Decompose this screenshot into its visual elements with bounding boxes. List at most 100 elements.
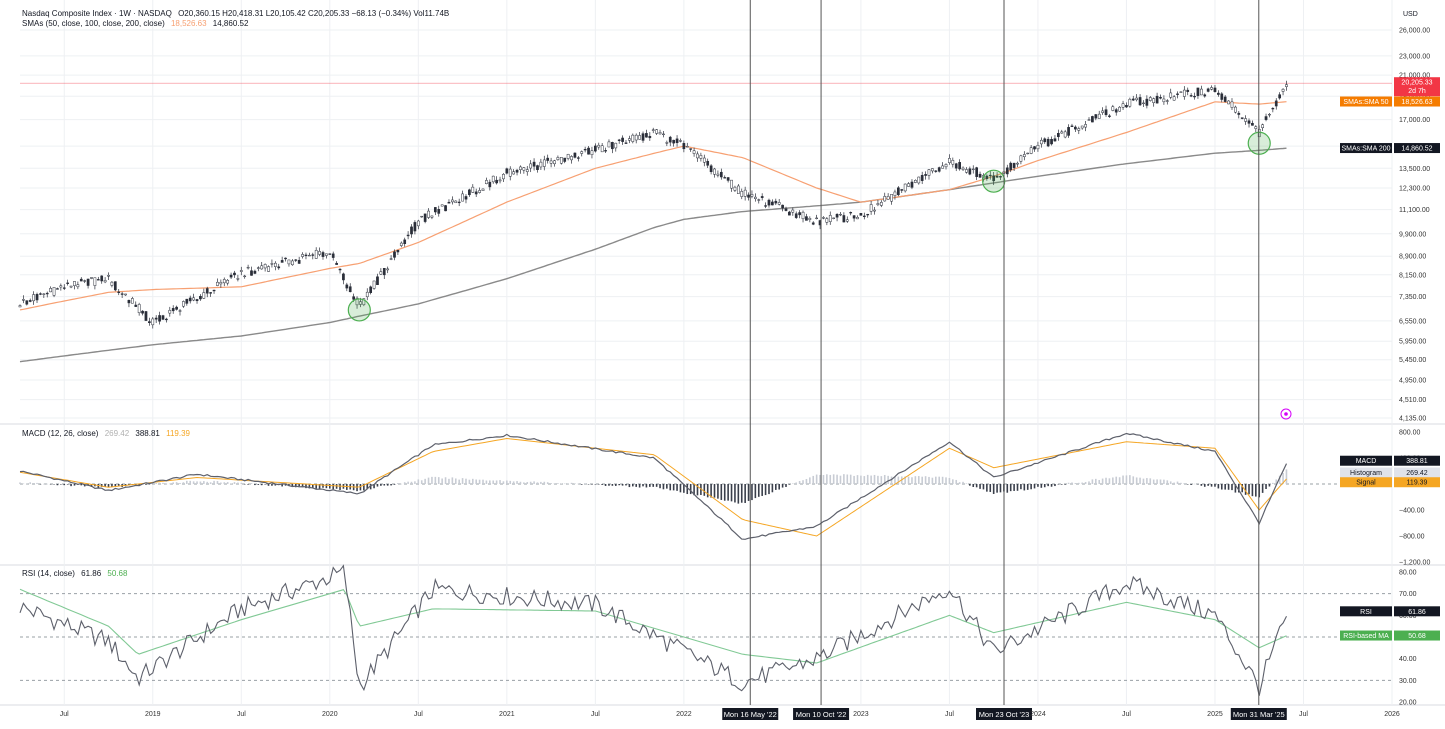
sma200-badge[interactable]: SMAs:SMA 200 14,860.52 <box>1340 143 1440 154</box>
macd-line[interactable] <box>19 432 1288 540</box>
candle-body <box>798 212 801 216</box>
candle-body <box>883 196 887 202</box>
rsi-legend[interactable]: RSI (14, close) 61.86 50.68 <box>22 569 131 578</box>
macd-histogram-bar <box>597 484 600 485</box>
candle <box>736 184 740 194</box>
candle <box>141 310 144 316</box>
candle <box>546 154 550 164</box>
histogram-badge[interactable]: Histogram 269.42 <box>1340 467 1440 478</box>
macd-signal-line[interactable] <box>19 437 1287 537</box>
sma50-line[interactable] <box>19 101 1287 311</box>
price-axis[interactable]: 26,000.0023,000.0021,000.0019,000.0017,0… <box>1340 28 1440 707</box>
candle <box>369 285 373 295</box>
candle-body <box>869 204 873 212</box>
candle-body <box>1138 97 1142 106</box>
candle <box>685 142 689 148</box>
candle <box>287 259 291 267</box>
candle-body <box>86 278 90 286</box>
candle <box>311 252 315 260</box>
macd-histogram-bar <box>625 484 627 486</box>
macd-histogram-bar <box>502 481 505 484</box>
sma50-badge[interactable]: SMAs:SMA 50 18,526.63 <box>1340 96 1440 107</box>
candle-body <box>839 213 842 216</box>
rsi-ma-badge[interactable]: RSI-based MA 50.68 <box>1340 630 1440 641</box>
rsi-ma-line[interactable] <box>19 588 1287 664</box>
rsi-line[interactable] <box>19 564 1287 696</box>
macd-histogram-bar <box>1278 475 1281 484</box>
macd-histogram-bar <box>1285 469 1288 484</box>
candle-body <box>127 299 131 304</box>
candle-body <box>570 156 573 161</box>
candle-body <box>1254 126 1258 129</box>
macd-histogram-bar <box>1231 484 1233 491</box>
rsi-legend-value: 61.86 <box>81 569 102 578</box>
candle <box>645 129 648 138</box>
candle <box>771 199 774 206</box>
candle <box>706 158 710 168</box>
rsi-panel[interactable] <box>19 564 1392 696</box>
candle-body <box>750 194 754 197</box>
macd-histogram-bar <box>107 484 110 487</box>
target-icon-ring <box>1280 408 1292 420</box>
candle-body <box>284 257 287 260</box>
signal-badge[interactable]: Signal 119.39 <box>1340 477 1440 488</box>
candle <box>995 172 999 179</box>
candle <box>130 296 134 304</box>
candle <box>1009 161 1013 173</box>
macd-histogram-bar <box>1050 484 1053 487</box>
rsi-badge[interactable]: RSI 61.86 <box>1340 606 1440 617</box>
candle <box>134 301 138 307</box>
macd-histogram-bar <box>907 476 910 484</box>
candle-body <box>314 250 318 259</box>
candle <box>66 279 70 286</box>
candle-body <box>168 310 172 314</box>
macd-badge[interactable]: MACD 388.81 <box>1340 455 1440 466</box>
candle-body <box>733 186 737 191</box>
candle-body <box>362 298 366 306</box>
macd-legend-label: MACD (12, 26, close) <box>22 429 99 438</box>
candle <box>914 179 917 184</box>
time-tick-label: Jul <box>1299 711 1308 718</box>
price-tick-label: 13,500.00 <box>1399 166 1430 173</box>
macd-histogram-bar <box>168 483 171 485</box>
candle <box>243 274 247 279</box>
macd-histogram-bar <box>509 480 512 484</box>
macd-panel[interactable] <box>19 432 1392 540</box>
candle <box>519 165 522 174</box>
macd-histogram-bar <box>798 481 801 484</box>
macd-histogram-bar <box>1098 479 1101 484</box>
target-icon[interactable] <box>1280 408 1292 420</box>
macd-histogram-bar <box>958 482 961 484</box>
price-panel[interactable] <box>18 80 1392 420</box>
candle-body <box>83 280 87 282</box>
macd-histogram-bar <box>271 484 273 486</box>
time-axis[interactable]: Jul 2019 Jul 2020 Jul 2021 Jul 2022 2023 Jul 2024 J… <box>60 711 1400 718</box>
macd-histogram-bar <box>1105 477 1107 484</box>
sma200-line[interactable] <box>19 147 1287 363</box>
macd-histogram-bar <box>1108 478 1111 484</box>
macd-histogram-bar <box>529 481 532 484</box>
macd-histogram-bar <box>1030 484 1032 490</box>
macd-histogram-bar <box>785 484 787 487</box>
candle-body <box>205 288 209 294</box>
candle <box>365 288 369 301</box>
candle-body <box>1261 124 1264 129</box>
candle-body <box>662 133 665 136</box>
macd-legend[interactable]: MACD (12, 26, close) 269.42 388.81 119.3… <box>22 429 194 438</box>
sma200-badge-value: 14,860.52 <box>1401 146 1432 153</box>
macd-histogram-bar <box>308 484 311 489</box>
candle <box>294 259 298 263</box>
candle-body <box>1009 162 1013 171</box>
candle <box>49 286 52 293</box>
symbol-header[interactable]: Nasdaq Composite Index · 1W · NASDAQ O20… <box>22 9 453 18</box>
sma-legend[interactable]: SMAs (50, close, 100, close, 200, close)… <box>22 19 252 28</box>
candle <box>621 135 624 145</box>
macd-histogram-bar <box>1197 484 1199 485</box>
candle <box>1057 129 1060 141</box>
rsi-tick-label: 70.00 <box>1399 591 1417 598</box>
candle <box>801 210 805 223</box>
candle-body <box>542 159 546 167</box>
macd-histogram-bar <box>363 484 365 491</box>
signal-badge-value: 119.39 <box>1407 480 1428 487</box>
